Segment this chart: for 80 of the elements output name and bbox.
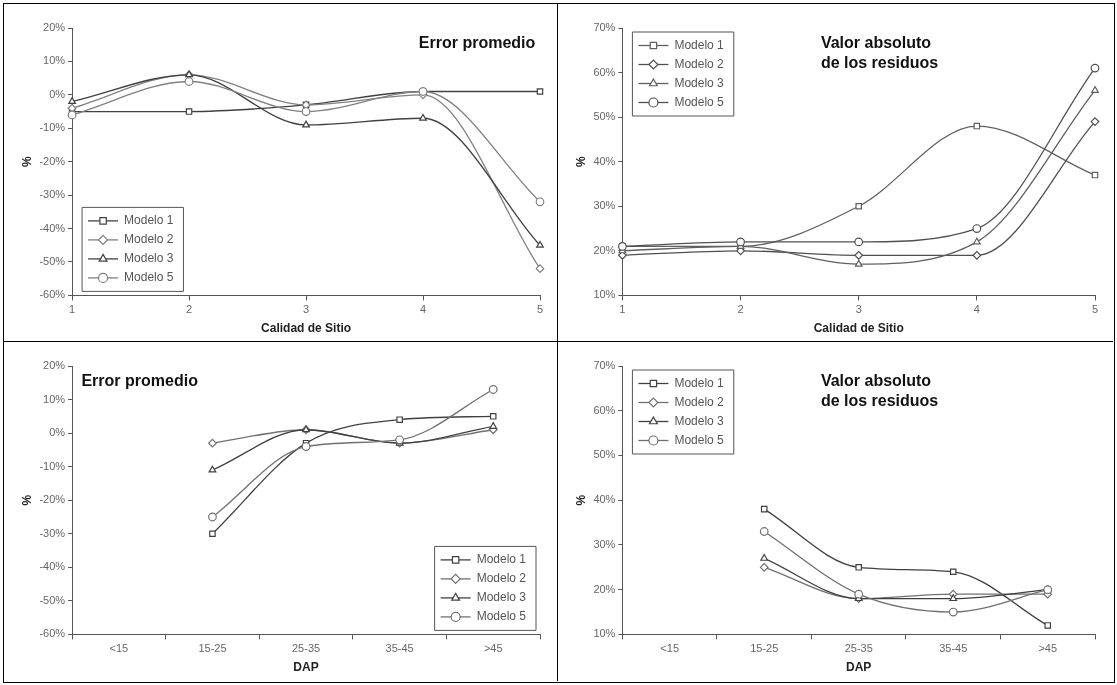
legend-label: Modelo 5 <box>124 270 174 285</box>
x-tick-label: 1 <box>619 303 626 316</box>
y-tick-label: 50% <box>593 110 616 123</box>
legend-label: Modelo 3 <box>124 251 174 266</box>
y-tick-label: 20% <box>593 243 616 256</box>
y-tick-label: 40% <box>593 493 616 506</box>
x-tick-label: 5 <box>536 303 544 316</box>
text: Valor absoluto de los residuos <box>820 372 939 410</box>
legend-label: Modelo 5 <box>476 609 527 624</box>
y-tick-label: 20% <box>43 21 66 34</box>
y-tick-label: -20% <box>39 154 66 167</box>
x-axis-title: DAP <box>293 660 319 675</box>
text: Valor absoluto de los residuos <box>820 34 939 72</box>
legend-label: Modelo 2 <box>674 56 725 71</box>
y-tick-label: 30% <box>593 199 616 212</box>
chart-title: Error promedio <box>81 372 199 390</box>
x-tick-label: <15 <box>109 642 129 655</box>
y-tick-label: -50% <box>39 255 66 268</box>
y-tick-label: 30% <box>593 537 616 550</box>
y-tick-label: -40% <box>39 560 66 573</box>
y-tick-label: 50% <box>593 448 616 461</box>
x-tick-label: 15-25 <box>198 642 227 655</box>
x-tick-label: 25-35 <box>291 642 321 655</box>
x-tick-label: 3 <box>855 303 862 316</box>
y-tick-label: -30% <box>39 188 66 201</box>
x-tick-label: 2 <box>737 303 744 316</box>
x-tick-label: 1 <box>69 303 76 316</box>
x-tick-label: >45 <box>483 642 503 655</box>
legend-label: Modelo 3 <box>674 75 725 90</box>
x-tick-label: 4 <box>973 303 980 316</box>
y-tick-label: -10% <box>39 121 66 134</box>
y-tick-label: 70% <box>593 359 616 372</box>
legend-label: Modelo 3 <box>476 590 527 605</box>
y-tick-label: -20% <box>39 493 66 506</box>
y-tick-label: -30% <box>39 526 66 539</box>
x-axis-title: Calidad de Sitio <box>261 321 352 336</box>
y-tick-label: -40% <box>39 221 66 234</box>
y-tick-label: 20% <box>43 359 66 372</box>
x-tick-label: 35-45 <box>385 642 414 655</box>
y-tick-label: -60% <box>39 288 66 301</box>
y-tick-label: 10% <box>593 627 616 640</box>
x-tick-label: 5 <box>1091 303 1099 316</box>
y-tick-label: 10% <box>43 392 66 405</box>
y-tick-label: 10% <box>43 54 66 67</box>
x-tick-label: >45 <box>1038 642 1058 655</box>
y-tick-label: 60% <box>593 65 616 78</box>
y-axis-title: % <box>573 156 588 168</box>
y-tick-label: -60% <box>39 627 66 640</box>
legend-label: Modelo 2 <box>674 394 725 409</box>
legend-label: Modelo 3 <box>674 413 725 428</box>
x-tick-label: 3 <box>302 303 310 316</box>
x-tick-label: <15 <box>660 642 680 655</box>
y-axis-title: % <box>19 494 34 506</box>
x-axis-title: Calidad de Sitio <box>813 321 904 336</box>
legend-label: Modelo 5 <box>674 432 725 447</box>
legend-label: Modelo 1 <box>124 213 174 228</box>
y-tick-label: 40% <box>593 154 616 167</box>
x-tick-label: 15-25 <box>750 642 779 655</box>
y-tick-label: 70% <box>593 21 616 34</box>
x-tick-label: 35-45 <box>939 642 968 655</box>
y-tick-label: 0% <box>49 426 66 439</box>
y-tick-label: -10% <box>39 459 66 472</box>
legend-label: Modelo 2 <box>476 571 527 586</box>
legend-label: Modelo 1 <box>674 37 725 52</box>
legend-label: Modelo 5 <box>674 94 725 109</box>
x-tick-label: 4 <box>419 303 427 316</box>
legend-label: Modelo 1 <box>674 375 725 390</box>
y-axis-title: % <box>573 494 588 506</box>
x-tick-label: 2 <box>186 303 193 316</box>
chart-title: Error promedio <box>418 34 536 52</box>
x-axis-title: DAP <box>846 660 872 675</box>
x-tick-label: 25-35 <box>844 642 873 655</box>
y-tick-label: 10% <box>593 288 616 301</box>
legend-label: Modelo 1 <box>476 552 527 567</box>
legend-label: Modelo 2 <box>124 232 174 247</box>
y-tick-label: 60% <box>593 403 616 416</box>
y-tick-label: 20% <box>593 582 616 595</box>
y-axis-title: % <box>19 156 34 168</box>
y-tick-label: 0% <box>49 87 66 100</box>
y-tick-label: -50% <box>39 593 66 606</box>
